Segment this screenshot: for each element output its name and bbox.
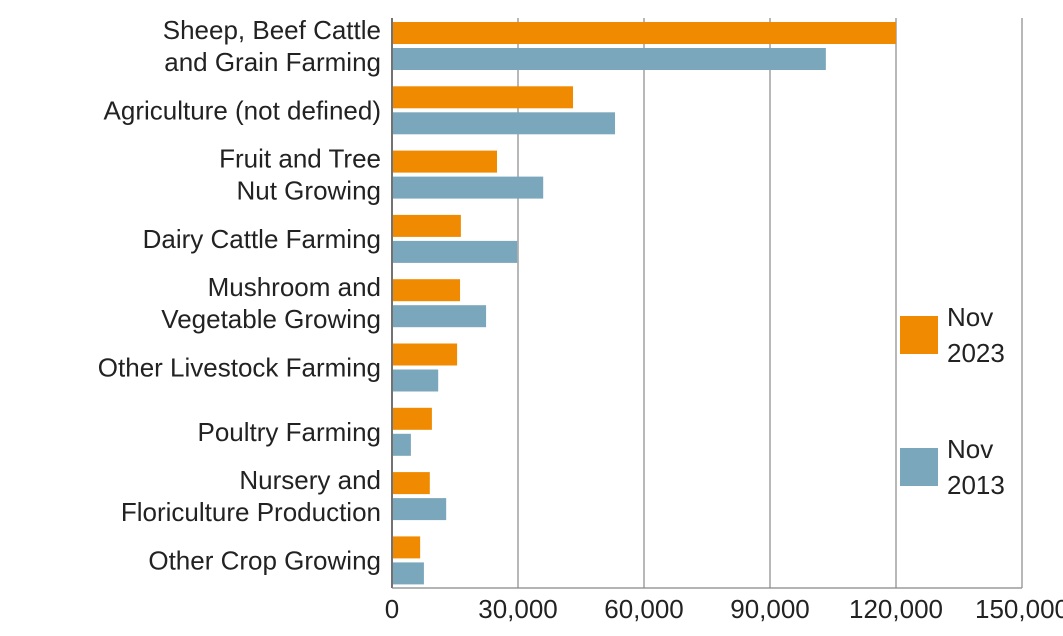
legend-label: 2013 [947,470,1005,500]
x-tick-label: 90,000 [730,594,810,624]
category-label: and Grain Farming [164,47,381,77]
bar-nov-2013 [393,369,439,392]
category-label: Other Crop Growing [148,545,381,575]
bar-nov-2023 [393,86,574,109]
legend-label: Nov [947,434,993,464]
bar-nov-2023 [393,22,896,44]
x-tick-label: 150,000 [975,594,1063,624]
bar-nov-2023 [393,536,421,559]
category-label: Mushroom and [208,272,381,302]
x-tick-label: 30,000 [478,594,558,624]
bar-nov-2013 [393,240,518,263]
bar-nov-2013 [393,305,487,328]
bar-nov-2013 [393,48,826,70]
bar-nov-2013 [393,498,447,521]
category-label: Poultry Farming [198,417,382,447]
bar-nov-2023 [393,407,432,430]
category-label: Sheep, Beef Cattle [163,15,381,45]
bar-nov-2023 [393,214,461,237]
category-label: Agriculture (not defined) [104,95,381,125]
legend-label: Nov [947,302,993,332]
legend-swatch [900,316,938,354]
bar-nov-2023 [393,343,458,366]
bar-nov-2013 [393,176,544,199]
bar-nov-2023 [393,472,430,495]
category-label: Dairy Cattle Farming [143,224,381,254]
bar-nov-2013 [393,112,616,135]
legend-label: 2023 [947,338,1005,368]
bar-nov-2013 [393,562,424,585]
category-label: Fruit and Tree [219,144,381,174]
legend-swatch [900,448,938,486]
bar-nov-2013 [393,433,411,456]
bar-nov-2023 [393,150,497,173]
x-tick-label: 120,000 [849,594,943,624]
category-label: Vegetable Growing [161,304,381,334]
category-label: Nut Growing [237,176,382,206]
x-tick-label: 0 [385,594,399,624]
category-label: Other Livestock Farming [98,353,381,383]
x-tick-label: 60,000 [604,594,684,624]
category-label: Nursery and [239,465,381,495]
category-label: Floriculture Production [121,497,381,527]
bar-nov-2023 [393,279,461,302]
